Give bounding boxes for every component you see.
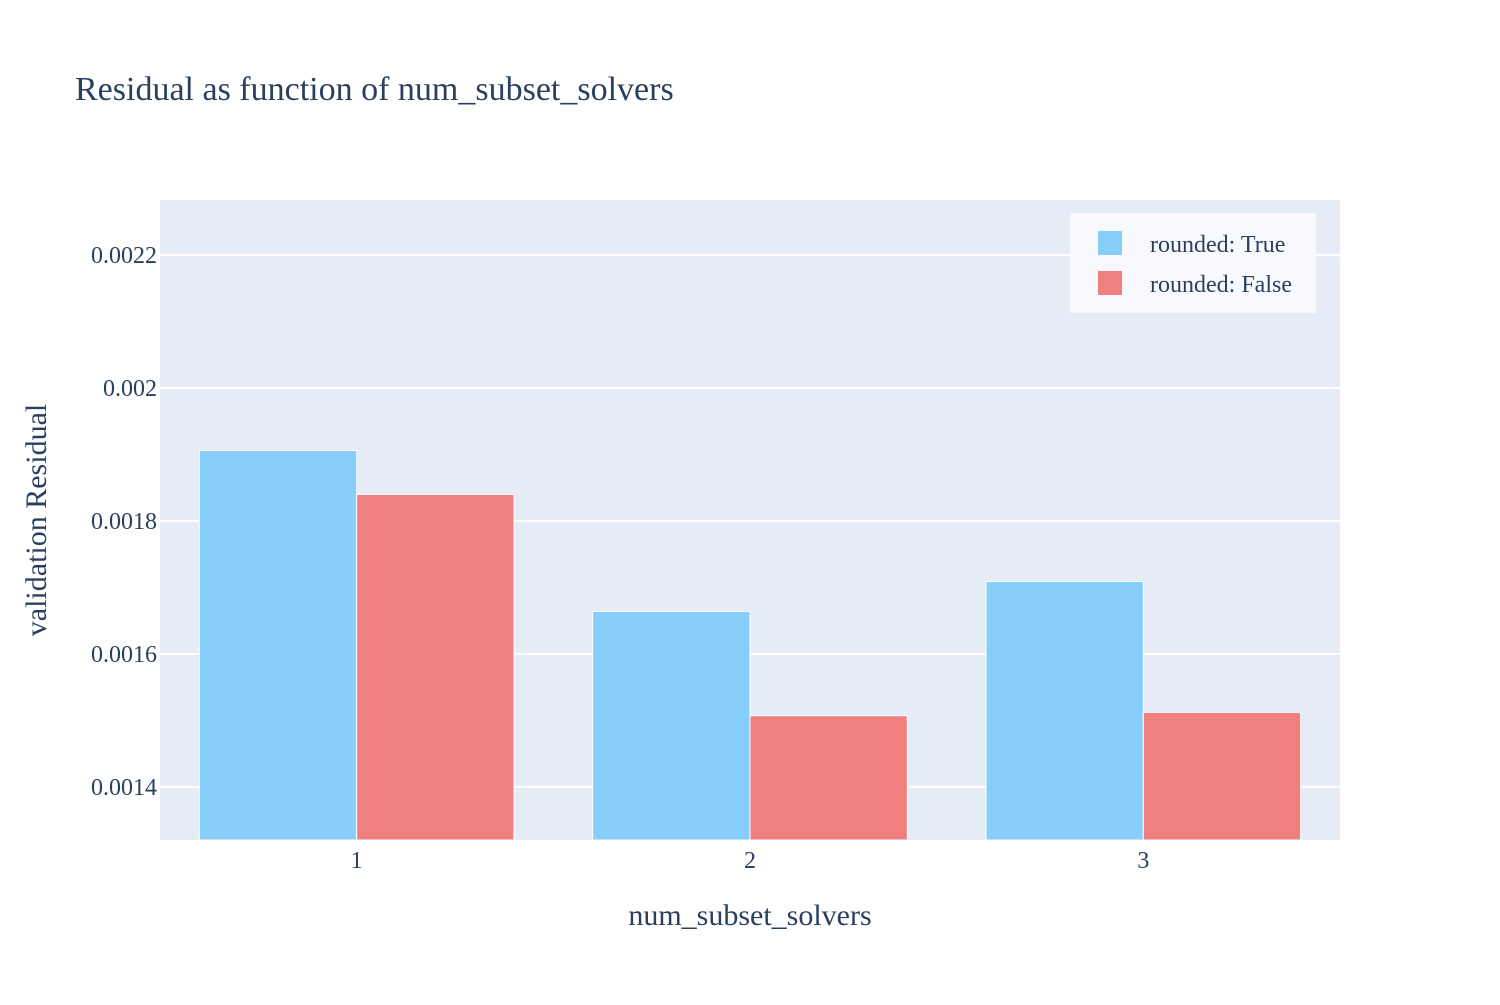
y-axis-label: validation Residual xyxy=(20,404,53,636)
legend-box xyxy=(1070,213,1316,313)
legend-swatch[interactable] xyxy=(1098,271,1122,295)
bar-rounded-false-3[interactable] xyxy=(1142,711,1302,841)
bars xyxy=(198,450,1302,841)
legend: rounded: True rounded: False xyxy=(1070,213,1316,313)
chart-title: Residual as function of num_subset_solve… xyxy=(75,71,674,108)
y-tick-label: 0.0014 xyxy=(91,775,157,801)
y-tick-label: 0.0016 xyxy=(91,642,157,668)
y-tick-label: 0.0018 xyxy=(91,509,157,535)
y-axis-ticks: 0.0014 0.0016 0.0018 0.002 0.0022 xyxy=(91,243,157,801)
x-tick-label: 1 xyxy=(351,848,363,874)
legend-label[interactable]: rounded: True xyxy=(1150,232,1285,258)
legend-label[interactable]: rounded: False xyxy=(1150,272,1292,298)
x-tick-label: 3 xyxy=(1137,848,1149,874)
y-tick-label: 0.002 xyxy=(103,376,157,402)
y-tick-label: 0.0022 xyxy=(91,243,157,269)
bar-rounded-true-2[interactable] xyxy=(592,610,751,841)
x-axis-ticks: 1 2 3 xyxy=(351,848,1150,874)
x-axis-label: num_subset_solvers xyxy=(628,899,871,932)
bar-rounded-true-1[interactable] xyxy=(198,450,358,841)
legend-swatch[interactable] xyxy=(1098,231,1122,255)
bar-rounded-false-2[interactable] xyxy=(749,715,908,841)
bar-rounded-false-1[interactable] xyxy=(356,493,515,841)
x-tick-label: 2 xyxy=(744,848,756,874)
bar-rounded-true-3[interactable] xyxy=(985,580,1144,841)
